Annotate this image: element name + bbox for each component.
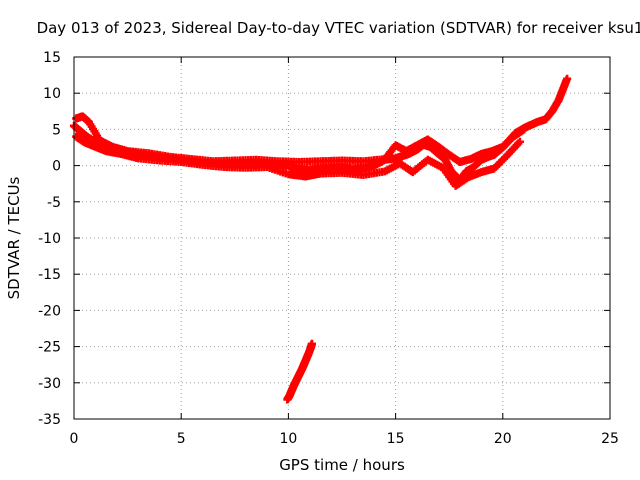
x-tick-label: 20 <box>494 431 512 447</box>
data-point <box>563 74 572 83</box>
y-tick-label: 15 <box>43 50 61 66</box>
y-tick-label: -30 <box>38 376 61 392</box>
y-tick-label: 5 <box>52 122 61 138</box>
x-tick-label: 0 <box>70 431 79 447</box>
y-tick-label: -15 <box>38 267 61 283</box>
series-2 <box>72 132 524 190</box>
x-tick-label: 25 <box>601 431 619 447</box>
y-tick-label: -35 <box>38 412 61 428</box>
data-point <box>515 137 524 146</box>
data-point <box>307 339 316 348</box>
x-axis-label: GPS time / hours <box>279 456 405 474</box>
y-tick-label: -25 <box>38 340 61 356</box>
y-tick-label: 0 <box>52 159 61 175</box>
plot-frame <box>73 56 611 420</box>
y-tick-label: 10 <box>43 86 61 102</box>
x-tick-label: 15 <box>387 431 405 447</box>
data-points <box>70 74 572 404</box>
y-tick-label: -5 <box>47 195 61 211</box>
x-tick-label: 5 <box>177 431 186 447</box>
data-point <box>520 125 529 134</box>
y-axis-label: SDTVAR / TECUs <box>5 176 23 299</box>
series-3 <box>283 339 316 404</box>
y-tick-label: -10 <box>38 231 61 247</box>
tick-labels: 0 5 10 15 20 25 15 10 5 0 -5 -10 -15 -20 -25 -30 -35 <box>38 50 619 447</box>
chart-title: Day 013 of 2023, Sidereal Day-to-day VTE… <box>37 19 640 37</box>
x-tick-label: 10 <box>279 431 297 447</box>
y-tick-label: -20 <box>38 303 61 319</box>
